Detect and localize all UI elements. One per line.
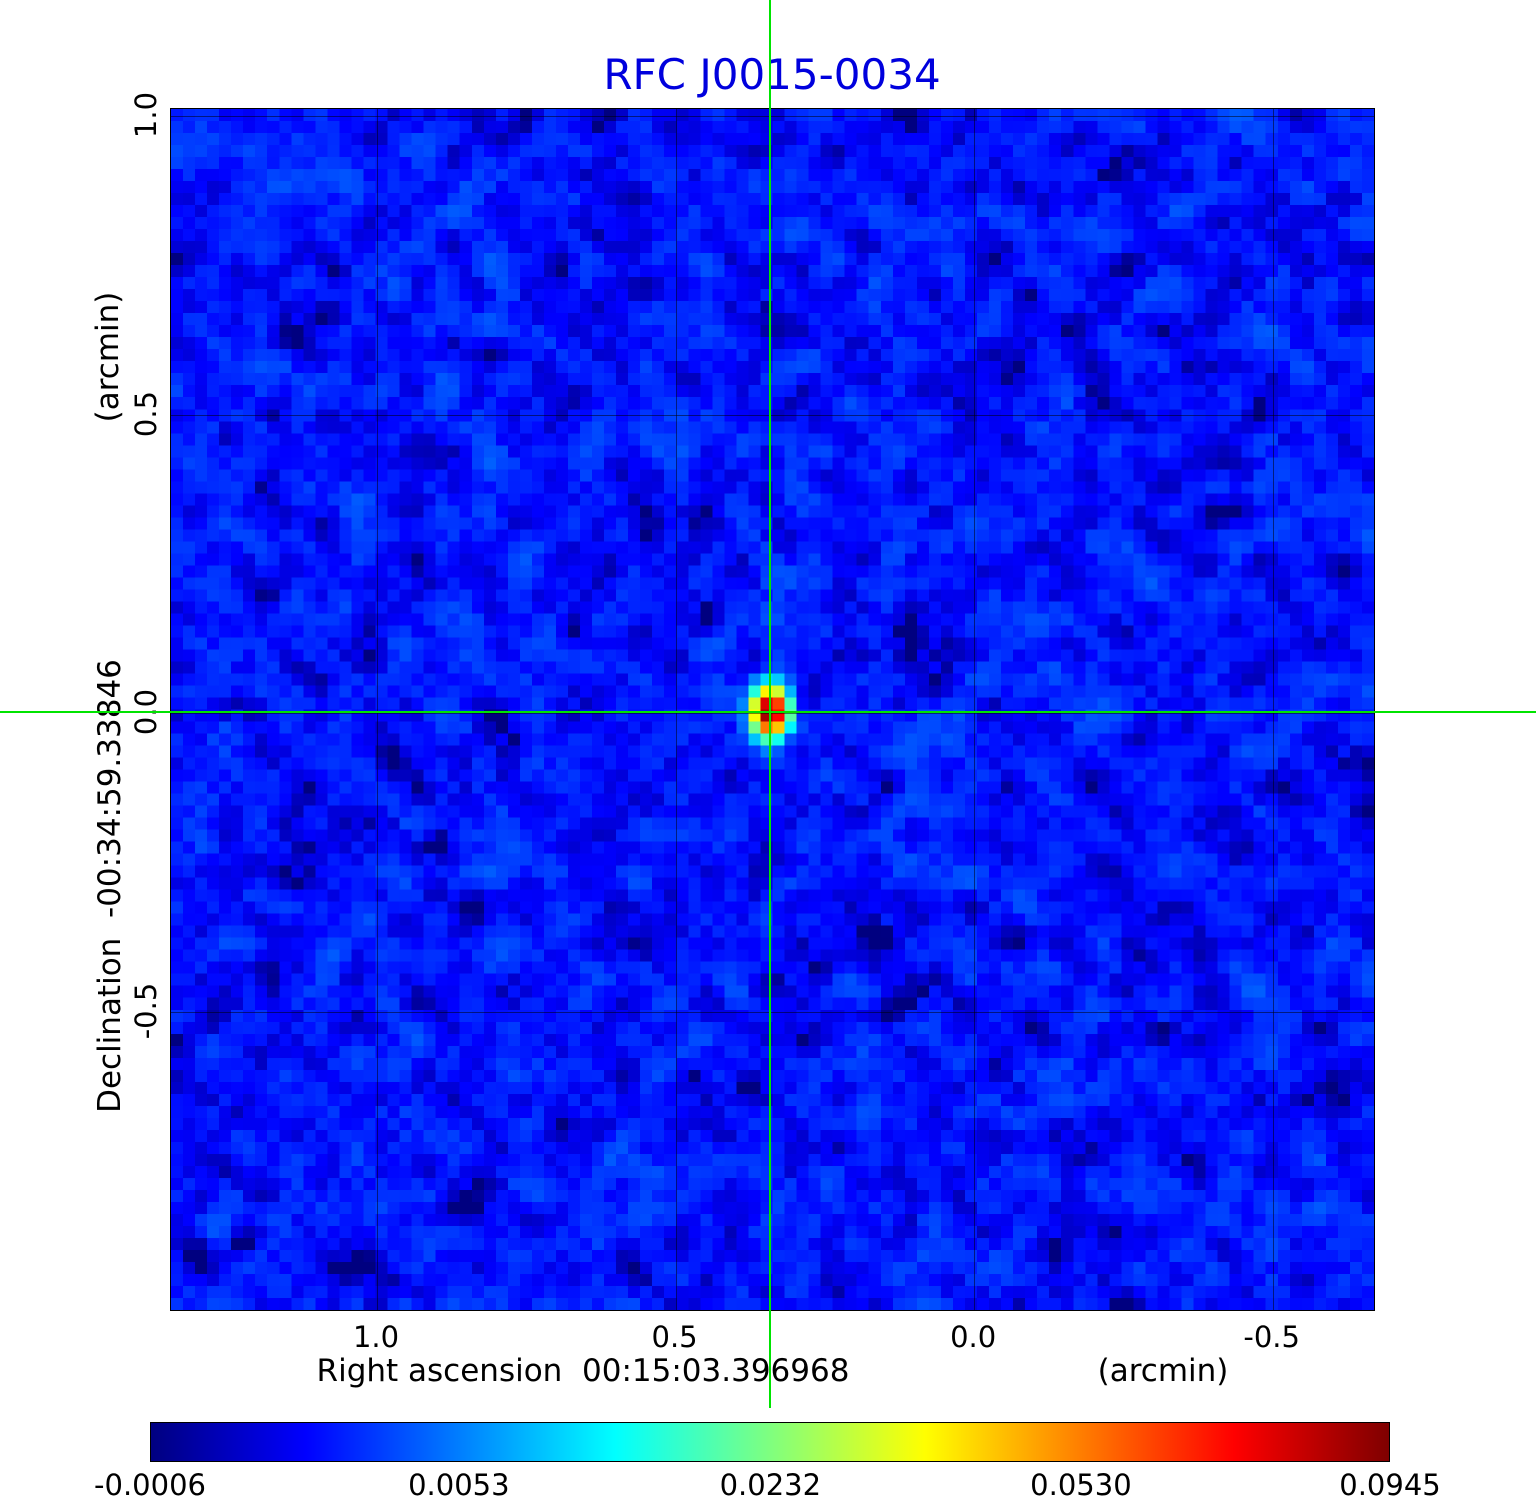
colorbar-tick-label: 0.0053 bbox=[408, 1468, 510, 1502]
gridline-horizontal bbox=[171, 1011, 1374, 1013]
x-tick-label: -0.5 bbox=[1243, 1320, 1300, 1354]
gridline-horizontal bbox=[171, 414, 1374, 416]
crosshair-horizontal-line bbox=[0, 711, 1536, 714]
y-axis-label: Declination -00:34:59.33846 bbox=[91, 659, 128, 1113]
x-tick-label: 0.5 bbox=[651, 1320, 698, 1354]
colorbar bbox=[150, 1422, 1390, 1462]
crosshair-vertical-line bbox=[769, 0, 772, 1408]
chart-title: RFC J0015-0034 bbox=[603, 50, 941, 99]
x-axis-unit-label: (arcmin) bbox=[1097, 1353, 1229, 1389]
x-tick-label: 1.0 bbox=[352, 1320, 400, 1354]
x-tick-label: 0.0 bbox=[950, 1320, 997, 1354]
colorbar-tick-label: -0.0006 bbox=[94, 1468, 206, 1502]
x-axis-label: Right ascension 00:15:03.396968 bbox=[316, 1353, 850, 1389]
y-axis-unit-label: (arcmin) bbox=[89, 291, 126, 423]
gridline-vertical bbox=[377, 109, 378, 1310]
gridline-horizontal bbox=[171, 713, 1374, 715]
y-tick-label: -0.5 bbox=[129, 982, 164, 1039]
heatmap-canvas bbox=[171, 109, 1374, 1310]
gridline-vertical bbox=[1272, 109, 1274, 1310]
gridline-vertical bbox=[675, 109, 677, 1310]
heatmap-plot bbox=[170, 108, 1375, 1311]
gridline-horizontal bbox=[171, 116, 1374, 118]
gridline-vertical bbox=[974, 109, 976, 1310]
y-tick-label: 1.0 bbox=[129, 92, 164, 139]
colorbar-tick-label: 0.0530 bbox=[1030, 1468, 1132, 1502]
y-tick-label: 0.5 bbox=[129, 390, 164, 437]
colorbar-tick-label: 0.0232 bbox=[719, 1468, 822, 1502]
colorbar-tick-label: 0.0945 bbox=[1339, 1468, 1441, 1502]
